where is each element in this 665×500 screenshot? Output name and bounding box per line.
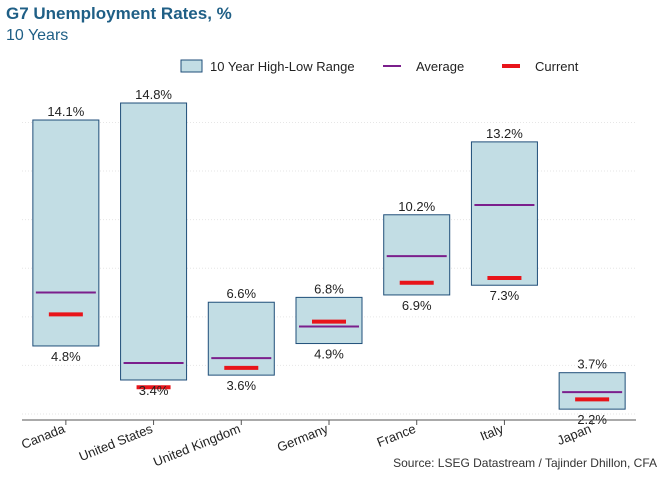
low-value-label: 3.4% — [139, 383, 169, 398]
x-tick-label: Italy — [478, 421, 506, 444]
low-value-label: 4.8% — [51, 349, 81, 364]
high-value-label: 14.8% — [135, 87, 172, 102]
range-bar — [470, 141, 538, 286]
legend-current-label: Current — [535, 59, 579, 74]
low-value-label: 3.6% — [226, 378, 256, 393]
range-bar — [207, 301, 275, 376]
gridlines — [22, 121, 636, 415]
x-tick-label: France — [375, 421, 418, 450]
range-bar — [120, 102, 188, 381]
low-value-label: 7.3% — [490, 288, 520, 303]
legend-range-label: 10 Year High-Low Range — [210, 59, 355, 74]
x-tick-label: Canada — [19, 421, 68, 452]
range-bar — [32, 119, 100, 347]
high-value-label: 13.2% — [486, 126, 523, 141]
legend-range-swatch — [180, 59, 203, 73]
high-value-label: 14.1% — [47, 104, 84, 119]
chart-subtitle: 10 Years — [6, 27, 69, 44]
low-value-label: 6.9% — [402, 298, 432, 313]
low-value-label: 4.9% — [314, 347, 344, 362]
chart-title: G7 Unemployment Rates, % — [6, 4, 232, 23]
x-tick-label: Germany — [275, 421, 331, 455]
legend-average-label: Average — [416, 59, 464, 74]
legend: 10 Year High-Low Range Average Current — [180, 59, 579, 74]
source-note: Source: LSEG Datastream / Tajinder Dhill… — [393, 456, 657, 470]
chart-marks: 14.1% 4.8% 14.8% 3.4% 6.6% 3.6% 6.8% 4.9% 10.2% 6… — [32, 87, 626, 427]
range-bar — [558, 372, 626, 410]
high-value-label: 6.6% — [226, 286, 256, 301]
x-tick-label: United Kingdom — [151, 421, 242, 470]
high-value-label: 3.7% — [577, 357, 607, 372]
high-value-label: 6.8% — [314, 281, 344, 296]
x-tick-label: United States — [77, 421, 155, 464]
x-tick-label: Japan — [555, 421, 593, 448]
high-value-label: 10.2% — [398, 199, 435, 214]
